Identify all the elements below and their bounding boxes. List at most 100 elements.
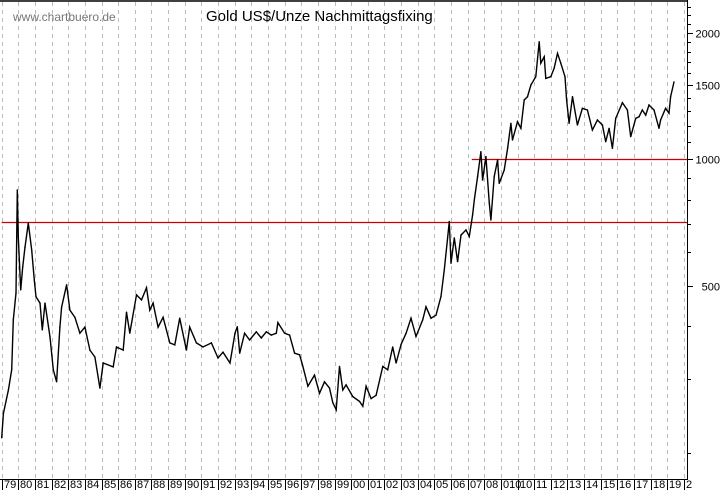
price-point: [52, 369, 54, 371]
price-point: [382, 365, 384, 368]
price-point: [664, 107, 667, 110]
price-point: [298, 354, 301, 356]
x-tick-label: 03: [403, 479, 415, 490]
price-point: [658, 127, 660, 129]
x-tick-label: 83: [70, 479, 82, 490]
price-point: [27, 222, 29, 224]
price-point: [571, 96, 574, 98]
price-point: [79, 332, 81, 334]
price-point: [11, 369, 13, 371]
price-point: [648, 104, 650, 106]
price-point: [2, 412, 5, 415]
price-point: [31, 249, 33, 251]
price-point: [365, 385, 367, 387]
price-point: [511, 139, 514, 141]
price-point: [476, 175, 479, 178]
price-point: [302, 365, 304, 368]
price-point: [352, 395, 354, 398]
price-point: [626, 109, 629, 111]
x-tick-label: 10: [520, 479, 532, 490]
price-point: [195, 342, 198, 344]
price-point: [332, 402, 334, 404]
price-point: [217, 357, 219, 359]
price-point: [586, 109, 589, 111]
price-point: [248, 339, 251, 341]
price-point: [338, 365, 341, 368]
price-point: [530, 84, 532, 86]
price-point: [523, 99, 525, 101]
price-point: [471, 214, 474, 216]
x-tick-label: 04: [420, 479, 432, 490]
price-point: [74, 316, 76, 318]
price-point: [535, 76, 537, 78]
price-line: [1, 41, 675, 438]
chart-title: Gold US$/Unze Nachmittagsfixing: [206, 8, 433, 25]
price-point: [185, 349, 188, 351]
price-point: [448, 220, 450, 223]
x-tick-label: 2: [686, 479, 692, 490]
y-tick-label: 500: [702, 282, 720, 294]
price-point: [283, 332, 286, 334]
price-point: [456, 260, 459, 263]
x-tick-label: 96: [287, 479, 299, 490]
price-point: [543, 56, 545, 58]
price-point: [229, 362, 231, 364]
price-point: [125, 311, 128, 313]
price-point: [611, 147, 614, 150]
price-point: [39, 302, 41, 304]
price-point: [33, 279, 35, 281]
price-point: [638, 116, 640, 118]
price-point: [405, 332, 407, 334]
price-point: [362, 405, 364, 407]
y-axis: 2000 1500 1000 500: [687, 0, 720, 480]
price-point: [498, 182, 500, 185]
price-point: [621, 102, 624, 104]
price-point: [307, 385, 309, 387]
x-tick-label: 85: [104, 479, 116, 490]
price-point: [129, 332, 131, 334]
x-tick-label: 90: [187, 479, 199, 490]
x-tick-label: 88: [153, 479, 165, 490]
price-point: [1, 437, 3, 439]
price-point: [24, 246, 26, 248]
x-tick-label: 05: [436, 479, 448, 490]
x-tick-label: 00: [353, 479, 365, 490]
y-tick-label: 2000: [696, 29, 720, 41]
price-point: [473, 199, 475, 201]
x-tick-label: 99: [337, 479, 349, 490]
price-point: [222, 351, 224, 353]
x-tick-label: 02: [386, 479, 398, 490]
x-tick-label: 17: [636, 479, 648, 490]
price-point: [395, 362, 397, 364]
price-point: [44, 302, 46, 304]
price-point: [480, 151, 482, 153]
price-point: [425, 306, 427, 308]
price-point: [342, 389, 344, 391]
price-point: [152, 302, 154, 304]
vertical-gridlines: [2, 2, 685, 479]
price-point: [328, 387, 331, 389]
y-tick-label: 1500: [696, 81, 720, 93]
price-point: [565, 99, 568, 101]
x-tick-label: 12: [553, 479, 565, 490]
x-tick-label: 84: [87, 479, 99, 490]
price-point: [112, 366, 114, 368]
price-point: [669, 96, 672, 98]
price-point: [601, 124, 604, 126]
price-point: [506, 147, 509, 150]
price-point: [375, 394, 377, 396]
price-point: [490, 219, 492, 221]
price-point: [440, 295, 442, 298]
price-point: [60, 306, 63, 308]
price-point: [17, 236, 19, 238]
price-point: [659, 119, 662, 121]
price-point: [410, 317, 412, 319]
x-tick-label: 87: [137, 479, 149, 490]
price-point: [635, 117, 637, 120]
x-tick-label: 94: [253, 479, 265, 490]
x-tick-label: 18: [653, 479, 665, 490]
price-point: [323, 381, 326, 383]
x-tick-label: 13: [569, 479, 581, 490]
price-point: [115, 346, 118, 348]
